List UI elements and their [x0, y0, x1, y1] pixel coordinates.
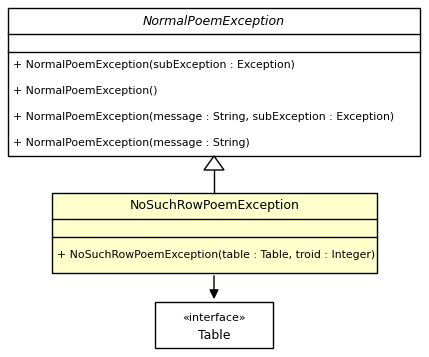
Polygon shape — [204, 156, 224, 170]
Bar — [52, 193, 377, 273]
Text: + NormalPoemException(): + NormalPoemException() — [13, 86, 157, 96]
Text: + NormalPoemException(subException : Exception): + NormalPoemException(subException : Exc… — [13, 60, 295, 70]
Bar — [8, 8, 420, 156]
Text: Table: Table — [198, 329, 230, 342]
Bar — [155, 302, 273, 348]
Text: + NormalPoemException(message : String, subException : Exception): + NormalPoemException(message : String, … — [13, 112, 394, 122]
Text: «interface»: «interface» — [182, 313, 246, 323]
Text: NormalPoemException: NormalPoemException — [143, 15, 285, 27]
Text: NoSuchRowPoemException: NoSuchRowPoemException — [130, 200, 299, 212]
Text: + NoSuchRowPoemException(table : Table, troid : Integer): + NoSuchRowPoemException(table : Table, … — [57, 250, 375, 260]
Text: + NormalPoemException(message : String): + NormalPoemException(message : String) — [13, 138, 250, 148]
